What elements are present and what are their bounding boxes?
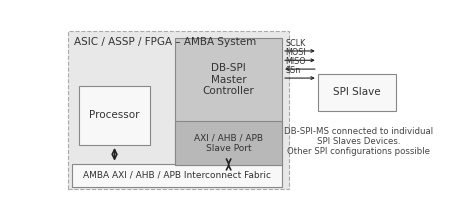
Text: DB-SPI
Master
Controller: DB-SPI Master Controller — [202, 63, 254, 96]
Text: DB-SPI-MS connected to individual
SPI Slaves Devices.
Other SPI configurations p: DB-SPI-MS connected to individual SPI Sl… — [284, 127, 432, 156]
Text: SSn: SSn — [285, 66, 300, 75]
Text: AMBA AXI / AHB / APB Interconnect Fabric: AMBA AXI / AHB / APB Interconnect Fabric — [83, 171, 270, 180]
Bar — [68, 31, 289, 189]
Bar — [175, 121, 281, 165]
Bar — [175, 38, 281, 165]
Bar — [79, 86, 150, 145]
Text: Processor: Processor — [89, 110, 140, 120]
Text: MISO: MISO — [285, 57, 306, 66]
Text: ASIC / ASSP / FPGA – AMBA System: ASIC / ASSP / FPGA – AMBA System — [73, 37, 255, 47]
Bar — [72, 164, 281, 187]
Text: SCLK: SCLK — [285, 39, 305, 48]
Text: MOSI: MOSI — [285, 48, 306, 57]
Text: SPI Slave: SPI Slave — [332, 88, 380, 97]
Text: AXI / AHB / APB
Slave Port: AXI / AHB / APB Slave Port — [194, 134, 263, 153]
Bar — [317, 74, 395, 111]
